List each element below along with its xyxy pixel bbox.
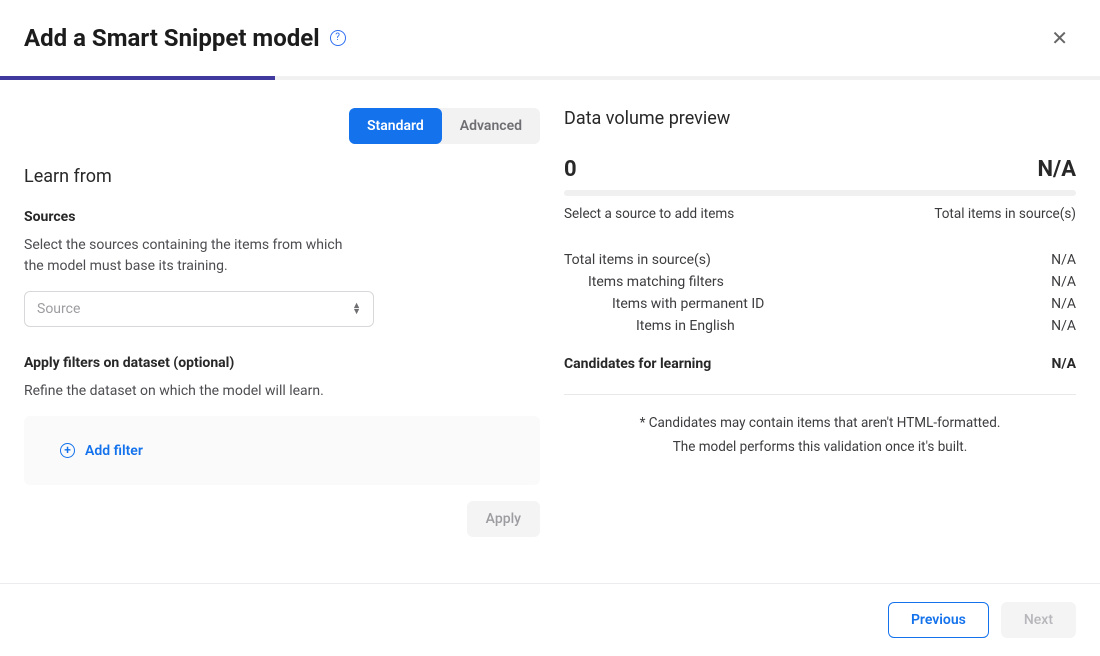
stat-value: N/A [1051, 274, 1076, 290]
help-icon[interactable]: ? [330, 30, 346, 46]
preview-count: 0 [564, 157, 577, 182]
preview-sub-left: Select a source to add items [564, 206, 734, 222]
stat-value: N/A [1051, 318, 1076, 334]
candidates-value: N/A [1052, 356, 1076, 372]
tabs-row: Standard Advanced [24, 108, 540, 144]
header-left: Add a Smart Snippet model ? [24, 24, 346, 52]
right-column: Data volume preview 0 N/A Select a sourc… [564, 108, 1076, 537]
close-icon[interactable]: ✕ [1043, 24, 1076, 52]
stat-row: Total items in source(s) N/A [564, 252, 1076, 268]
apply-button[interactable]: Apply [467, 501, 540, 537]
page-title: Add a Smart Snippet model [24, 24, 320, 52]
previous-button[interactable]: Previous [888, 602, 989, 638]
tab-advanced[interactable]: Advanced [442, 108, 540, 144]
stats-list: Total items in source(s)N/AItems matchin… [564, 252, 1076, 334]
note-1: * Candidates may contain items that aren… [564, 415, 1076, 431]
stat-row: Items in English N/A [564, 318, 1076, 334]
candidates-row: Candidates for learning N/A [564, 356, 1076, 395]
filters-block: + Add filter [24, 416, 540, 485]
preview-top-row: 0 N/A [564, 157, 1076, 182]
chevron-updown-icon: ▲▼ [352, 303, 361, 316]
preview-sub-right: Total items in source(s) [934, 206, 1076, 222]
preview-heading: Data volume preview [564, 108, 1076, 129]
filters-help: Refine the dataset on which the model wi… [24, 381, 540, 402]
tab-standard[interactable]: Standard [349, 108, 442, 144]
source-select[interactable]: Source ▲▼ [24, 291, 374, 327]
preview-na: N/A [1038, 157, 1076, 182]
tabs: Standard Advanced [349, 108, 540, 144]
apply-row: Apply [24, 501, 540, 537]
stat-row: Items with permanent ID N/A [564, 296, 1076, 312]
stat-label: Total items in source(s) [564, 252, 711, 268]
add-filter-button[interactable]: + Add filter [60, 443, 143, 459]
candidates-label: Candidates for learning [564, 356, 711, 372]
content: Standard Advanced Learn from Sources Sel… [0, 80, 1100, 537]
filters-label: Apply filters on dataset (optional) [24, 355, 540, 371]
stat-value: N/A [1051, 252, 1076, 268]
plus-icon: + [60, 443, 75, 458]
next-button[interactable]: Next [1001, 602, 1076, 638]
left-column: Standard Advanced Learn from Sources Sel… [24, 108, 540, 537]
note-2: The model performs this validation once … [564, 439, 1076, 455]
sources-help: Select the sources containing the items … [24, 235, 364, 277]
stat-label: Items matching filters [564, 274, 724, 290]
stat-value: N/A [1051, 296, 1076, 312]
sources-label: Sources [24, 209, 540, 225]
learn-heading: Learn from [24, 166, 540, 187]
preview-sub-row: Select a source to add items Total items… [564, 206, 1076, 222]
dialog-header: Add a Smart Snippet model ? ✕ [0, 0, 1100, 76]
dialog-footer: Previous Next [0, 583, 1100, 656]
stat-row: Items matching filters N/A [564, 274, 1076, 290]
stat-label: Items in English [564, 318, 735, 334]
stat-label: Items with permanent ID [564, 296, 764, 312]
source-placeholder: Source [37, 301, 80, 317]
preview-bar [564, 190, 1076, 196]
add-filter-label: Add filter [85, 443, 143, 459]
